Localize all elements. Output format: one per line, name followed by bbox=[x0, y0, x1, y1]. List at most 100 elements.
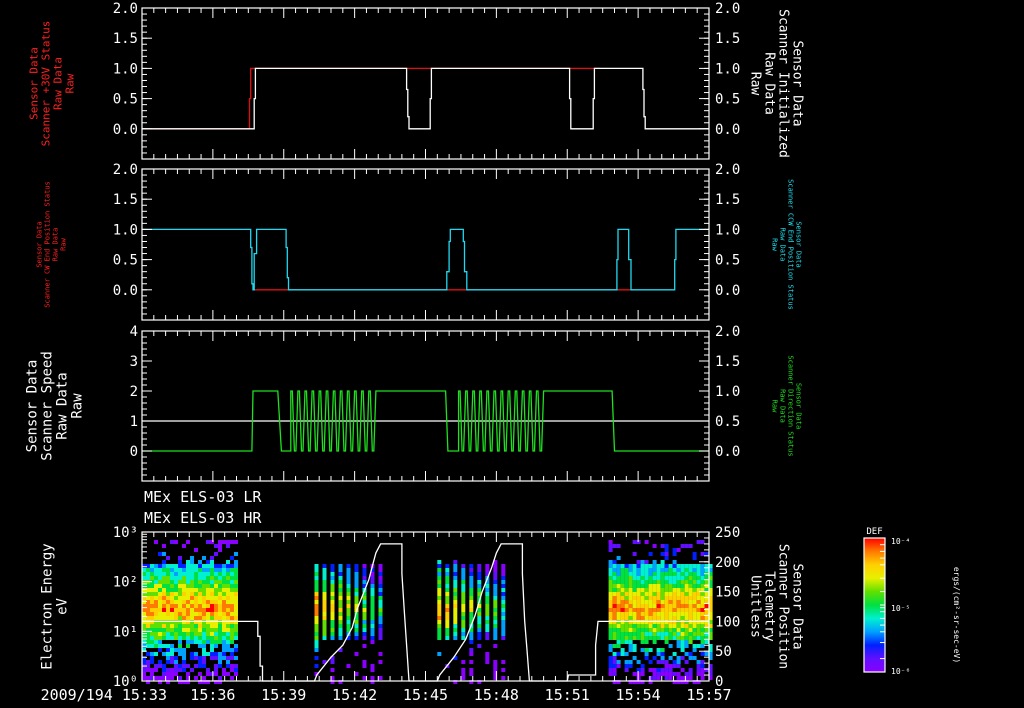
time-tick-label: 15:54 bbox=[616, 686, 661, 704]
right-axis-title: Sensor Data bbox=[795, 383, 803, 429]
right-axis-tick-label: 100 bbox=[715, 614, 740, 630]
right-axis-tick-label: 1.5 bbox=[715, 31, 740, 47]
left-axis-tick-label: 4 bbox=[130, 324, 138, 340]
right-axis-tick-label: 0.0 bbox=[715, 122, 740, 138]
colorbar-title: DEF bbox=[866, 527, 882, 537]
left-axis-title: Electron Energy bbox=[40, 543, 56, 669]
right-axis-title: Raw bbox=[771, 238, 779, 251]
right-axis-tick-label: 0.0 bbox=[715, 283, 740, 299]
series-scanner-initialized bbox=[142, 67, 709, 130]
time-axis-labels: 2009/194 15:33 15:36 15:39 15:42 15:45 15:48 1… bbox=[41, 686, 732, 704]
left-axis-title: Raw bbox=[70, 393, 86, 419]
right-axis-tick-label: 50 bbox=[715, 644, 732, 660]
left-axis-tick-label: 0.0 bbox=[113, 122, 138, 138]
right-axis-title: Sensor Data bbox=[790, 563, 805, 649]
right-axis-title: Raw Data bbox=[762, 52, 777, 115]
left-axis-tick-label: 1.0 bbox=[113, 61, 138, 77]
colorbar-tick-label: 10⁻⁴ bbox=[891, 537, 910, 546]
left-axis-tick-label: 3 bbox=[130, 354, 138, 370]
left-axis-tick-label: 2.0 bbox=[113, 1, 138, 17]
colorbar: DEF 10⁻⁴ 10⁻⁵ 10⁻⁶ ergs/(cm²-sr-sec-eV) bbox=[863, 527, 961, 676]
right-axis-title: Sensor Data bbox=[795, 221, 803, 267]
right-axis-title: Sensor Data bbox=[790, 40, 805, 126]
left-axis-title: eV bbox=[55, 598, 71, 615]
right-axis-title: Scanner Position bbox=[776, 544, 791, 669]
left-axis-tick-label: 0.5 bbox=[113, 92, 138, 108]
left-axis-title: Scanner +30V Status bbox=[40, 21, 53, 147]
right-axis-tick-label: 1.5 bbox=[715, 354, 740, 370]
right-axis-title: Raw bbox=[771, 400, 779, 413]
left-axis-tick-label: 0.0 bbox=[113, 283, 138, 299]
right-axis-tick-label: 1.5 bbox=[715, 192, 740, 208]
right-axis-tick-label: 2.0 bbox=[715, 162, 740, 178]
right-axis-tick-label: 1.0 bbox=[715, 61, 740, 77]
instrument-subtitle: MEx ELS-03 HR bbox=[144, 509, 262, 527]
left-axis-title: Raw Data bbox=[52, 57, 65, 110]
left-axis-title: Sensor Data bbox=[28, 47, 41, 120]
right-axis-tick-label: 0 bbox=[715, 674, 723, 690]
left-axis-tick-label: 1.5 bbox=[113, 192, 138, 208]
panel-4: 10⁰ 10¹ 10² 10³ 0 50 100 150 200 250 Electron Ener… bbox=[40, 488, 805, 690]
left-axis-tick-label: 0 bbox=[130, 444, 138, 460]
time-tick-label: 2009/194 15:33 bbox=[41, 686, 167, 704]
left-axis-tick-label: 1 bbox=[130, 414, 138, 430]
right-axis-tick-label: 250 bbox=[715, 525, 740, 541]
left-axis-title: Sensor Data bbox=[36, 221, 44, 267]
left-axis-title: Raw bbox=[64, 73, 77, 93]
left-axis-tick-label: 1.0 bbox=[113, 222, 138, 238]
left-axis-title: Raw Data bbox=[52, 228, 60, 262]
time-tick-label: 15:45 bbox=[403, 686, 448, 704]
time-tick-label: 15:36 bbox=[190, 686, 235, 704]
right-axis-title: Telemetry bbox=[762, 571, 777, 642]
left-axis-title: Raw Data bbox=[55, 372, 71, 439]
time-tick-label: 15:51 bbox=[545, 686, 590, 704]
right-axis-title: Raw Data bbox=[779, 389, 787, 423]
right-axis-tick-label: 1.0 bbox=[715, 384, 740, 400]
series-scanner-30v-status bbox=[142, 67, 601, 130]
time-tick-label: 15:48 bbox=[474, 686, 519, 704]
plot-frame bbox=[141, 330, 710, 482]
left-axis-tick-label: 1.5 bbox=[113, 31, 138, 47]
left-axis-title: Scanner CW End Position Status bbox=[44, 181, 52, 307]
time-tick-label: 15:57 bbox=[686, 686, 731, 704]
left-axis-tick-label: 2 bbox=[130, 384, 138, 400]
right-axis-tick-label: 150 bbox=[715, 585, 740, 601]
right-axis-tick-label: 2.0 bbox=[715, 1, 740, 17]
time-tick-label: 15:42 bbox=[332, 686, 377, 704]
instrument-subtitle: MEx ELS-03 LR bbox=[144, 488, 262, 506]
left-axis-tick-label: 10³ bbox=[113, 525, 138, 541]
right-axis-tick-label: 0.0 bbox=[715, 444, 740, 460]
right-axis-title: Raw Data bbox=[779, 228, 787, 262]
right-axis-tick-label: 1.0 bbox=[715, 222, 740, 238]
right-axis-tick-label: 2.0 bbox=[715, 324, 740, 340]
right-axis-title: Unitless bbox=[748, 575, 763, 638]
colorbar-units-label: ergs/(cm²-sr-sec-eV) bbox=[952, 567, 961, 663]
right-axis-title: Scanner Direction Status bbox=[787, 355, 795, 456]
left-axis-title: Scanner Speed bbox=[40, 351, 56, 461]
panel-1: 0.0 0.5 1.0 1.5 2.0 0.0 0.5 1.0 1.5 2.0 Sensor Dat… bbox=[28, 1, 805, 160]
right-axis-title: Scanner Initialized bbox=[776, 9, 791, 158]
panel-2: 0.0 0.5 1.0 1.5 2.0 0.0 0.5 1.0 1.5 2.0 Sensor Dat… bbox=[36, 162, 803, 321]
right-axis-title: Raw bbox=[748, 72, 763, 96]
right-axis-title: Scanner CCW End Position Status bbox=[787, 179, 795, 310]
colorbar-tick-label: 10⁻⁵ bbox=[891, 604, 910, 613]
right-axis-tick-label: 200 bbox=[715, 555, 740, 571]
spectrogram bbox=[142, 540, 713, 684]
series-scanner-direction-status bbox=[142, 390, 709, 452]
left-axis-title: Sensor Data bbox=[25, 360, 41, 453]
left-axis-tick-label: 10⁰ bbox=[113, 674, 138, 690]
right-axis-tick-label: 0.5 bbox=[715, 92, 740, 108]
left-axis-tick-label: 2.0 bbox=[113, 162, 138, 178]
plot-frame bbox=[141, 168, 710, 321]
time-tick-label: 15:39 bbox=[261, 686, 306, 704]
left-axis-tick-label: 0.5 bbox=[113, 253, 138, 269]
series-scanner-ccw-end-position-status bbox=[142, 228, 709, 291]
plot-frame bbox=[141, 7, 710, 160]
right-axis-tick-label: 0.5 bbox=[715, 414, 740, 430]
colorbar-tick-label: 10⁻⁶ bbox=[891, 667, 910, 676]
left-axis-tick-label: 10¹ bbox=[113, 624, 138, 640]
right-axis-tick-label: 0.5 bbox=[715, 253, 740, 269]
left-axis-tick-label: 10² bbox=[113, 575, 138, 591]
